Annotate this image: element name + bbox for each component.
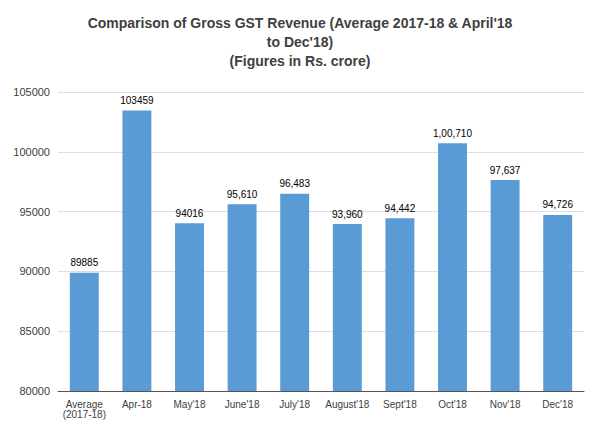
svg-text:Oct'18: Oct'18 [438, 399, 467, 410]
svg-text:(2017-18): (2017-18) [63, 409, 106, 420]
svg-text:to Dec'18): to Dec'18) [267, 34, 333, 50]
svg-text:1,00,710: 1,00,710 [433, 128, 472, 139]
svg-text:94,442: 94,442 [385, 203, 416, 214]
svg-text:Dec'18: Dec'18 [542, 399, 573, 410]
svg-text:Average: Average [65, 398, 103, 410]
svg-text:100000: 100000 [13, 146, 50, 158]
svg-text:96,483: 96,483 [279, 178, 310, 189]
svg-text:June'18: June'18 [225, 399, 260, 410]
svg-text:90000: 90000 [19, 265, 50, 277]
svg-text:105000: 105000 [13, 86, 50, 98]
svg-text:80000: 80000 [19, 385, 50, 397]
svg-text:May'18: May'18 [174, 399, 206, 410]
svg-text:Comparison of Gross GST Revenu: Comparison of Gross GST Revenue (Average… [88, 15, 513, 31]
svg-text:97,637: 97,637 [490, 165, 521, 176]
svg-text:Sept'18: Sept'18 [383, 399, 417, 410]
svg-text:95000: 95000 [19, 206, 50, 218]
svg-text:103459: 103459 [120, 95, 154, 106]
svg-text:85000: 85000 [19, 325, 50, 337]
svg-text:Nov'18: Nov'18 [490, 399, 521, 410]
svg-text:94016: 94016 [176, 208, 204, 219]
svg-text:93,960: 93,960 [332, 209, 363, 220]
svg-text:94,726: 94,726 [542, 199, 573, 210]
svg-text:July'18: July'18 [279, 399, 310, 410]
svg-text:(Figures in Rs. crore): (Figures in Rs. crore) [230, 53, 371, 69]
svg-text:89885: 89885 [70, 257, 98, 268]
svg-text:August'18: August'18 [325, 399, 370, 410]
svg-text:Apr-18: Apr-18 [122, 399, 152, 410]
svg-text:95,610: 95,610 [227, 189, 258, 200]
